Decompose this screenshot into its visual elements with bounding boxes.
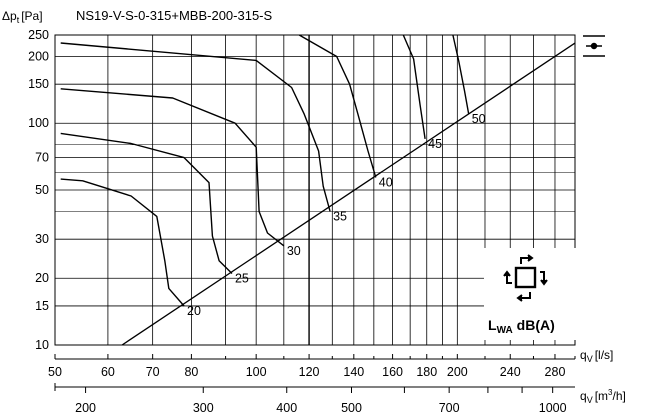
y-tick-label: 150 [28, 77, 49, 91]
noise-curve-50 [452, 34, 470, 115]
noise-curve-25 [60, 132, 233, 274]
x-axis-label-ls: qV [l/s] [580, 348, 613, 364]
x-axis-label-m3h: qV [m3/h] [580, 388, 626, 405]
y-tick-label: 15 [35, 299, 49, 313]
curve-label-50: 50 [472, 112, 486, 126]
noise-curve-45 [402, 34, 426, 140]
noise-curve-40 [298, 34, 377, 178]
curve-label-20: 20 [187, 304, 201, 318]
x-tick-label-ls: 180 [416, 365, 437, 379]
x-tick-label-m3h: 200 [75, 401, 96, 415]
x-tick-label-ls: 80 [184, 365, 198, 379]
x-tick-label-ls: 60 [101, 365, 115, 379]
chart-title: NS19-V-S-0-315+MBB-200-315-S [76, 8, 273, 23]
x-tick-label-m3h: 300 [193, 401, 214, 415]
noise-curve-35 [60, 42, 331, 212]
lwa-legend-box: LWA dB(A) [484, 248, 576, 340]
lwa-unit-label: LWA dB(A) [488, 317, 555, 336]
x-tick-label-ls: 200 [447, 365, 468, 379]
noise-curve-30 [60, 88, 285, 247]
y-tick-label: 250 [28, 28, 49, 42]
system-curve [121, 42, 576, 346]
y-tick-label: 200 [28, 49, 49, 63]
x-tick-label-ls: 100 [246, 365, 267, 379]
x-tick-label-ls: 280 [545, 365, 566, 379]
x-tick-label-m3h: 1000 [539, 401, 567, 415]
x-tick-label-m3h: 500 [341, 401, 362, 415]
curve-label-40: 40 [379, 175, 393, 189]
y-tick-label: 20 [35, 271, 49, 285]
y-tick-label: 100 [28, 116, 49, 130]
curve-label-35: 35 [333, 209, 347, 223]
x-tick-label-ls: 240 [500, 365, 521, 379]
x-tick-label-ls: 50 [48, 365, 62, 379]
noise-curve-20 [60, 178, 185, 307]
grid [54, 34, 576, 346]
curve-label-30: 30 [287, 244, 301, 258]
x-tick-label-m3h: 700 [439, 401, 460, 415]
y-tick-label: 30 [35, 232, 49, 246]
noise-curves: 20 25 30 35 40 45 50 [60, 34, 576, 346]
x-tick-label-ls: 160 [382, 365, 403, 379]
x-tick-label-ls: 120 [299, 365, 320, 379]
legend-toggle-icon[interactable] [583, 35, 605, 57]
y-axis-label: Δpt [Pa] [2, 9, 43, 25]
curve-label-45: 45 [428, 137, 442, 151]
tick-labels: 10 15 20 30 50 70 100 150 200 250 50 60 70 80 100 120 14… [28, 28, 576, 415]
y-tick-label: 10 [35, 338, 49, 352]
x-tick-label-ls: 140 [343, 365, 364, 379]
x-tick-label-m3h: 400 [276, 401, 297, 415]
rotation-arrows-icon [503, 254, 548, 302]
x-tick-label-ls: 70 [146, 365, 160, 379]
y-tick-label: 50 [35, 183, 49, 197]
y-tick-label: 70 [35, 151, 49, 165]
curve-label-25: 25 [235, 272, 249, 286]
